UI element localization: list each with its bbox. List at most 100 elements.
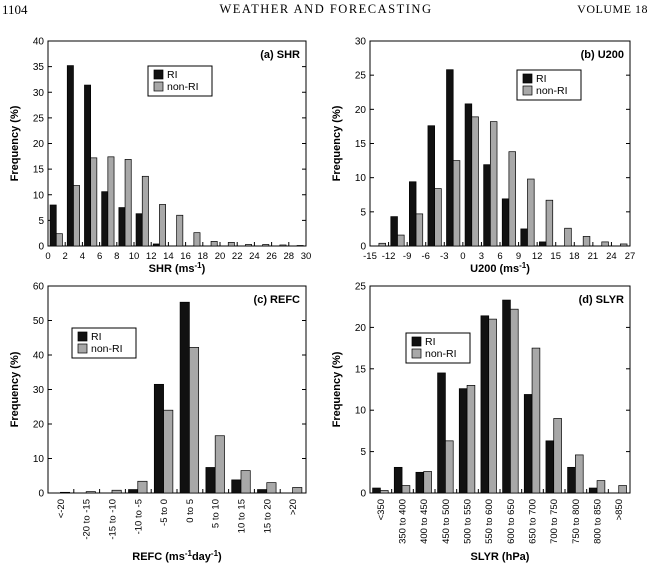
bar-non-ri [193, 232, 201, 247]
bar-non-ri [107, 156, 115, 247]
bar-non-ri [378, 242, 386, 247]
bar-ri [415, 471, 425, 494]
y-tick-label: 15 [355, 139, 367, 150]
bar-non-ri [60, 491, 71, 494]
x-tick-label: 650 to 700 [528, 499, 539, 544]
x-tick-label: 4 [80, 251, 85, 262]
bar-ri [545, 440, 555, 494]
bar-non-ri [445, 440, 454, 494]
legend-label: non-RI [536, 85, 568, 97]
bar-non-ri [214, 435, 225, 494]
bar-ri [427, 125, 435, 247]
panel-label: (a) SHR [260, 49, 300, 61]
bar-ri [523, 394, 533, 494]
legend-label: RI [425, 336, 436, 348]
y-tick-label: 60 [33, 282, 45, 293]
x-tick-label: 15 to 20 [262, 499, 273, 533]
x-tick-label: <350 [376, 499, 387, 520]
bar-ri [84, 84, 92, 247]
page-number: 1104 [2, 2, 28, 17]
bar-non-ri [545, 199, 554, 247]
bar-non-ri [90, 157, 98, 247]
x-tick-label: 20 [215, 251, 226, 262]
x-tick-label: 400 to 450 [419, 499, 430, 544]
x-tick-label: -15 [363, 251, 377, 262]
bar-non-ri [508, 151, 516, 247]
x-tick-label: -15 to -10 [108, 499, 119, 540]
bar-ri [409, 181, 417, 247]
x-tick-label: 18 [569, 251, 580, 262]
bar-non-ri [176, 214, 184, 247]
chart-panel-b: 0 5 10 15 20 25 30 -15 -12 -9 -6 -3 0 3 6 9 12 15 18 21 24 27… [331, 37, 635, 276]
y-tick-label: 40 [33, 37, 45, 48]
bar-non-ri [466, 385, 476, 494]
y-axis-label: Frequency (%) [9, 105, 21, 181]
legend-label: non-RI [425, 348, 457, 360]
y-tick-label: 35 [33, 62, 45, 73]
bar-ri [539, 241, 547, 247]
plot-frame [369, 285, 631, 494]
bar-ri [520, 228, 528, 247]
legend-swatch-non-ri [411, 348, 422, 359]
x-tick-label: 30 [301, 251, 312, 262]
y-tick-label: 25 [355, 282, 367, 293]
x-tick-label: 24 [249, 251, 260, 262]
panel-label: (c) REFC [254, 294, 301, 306]
x-tick-label: <-20 [56, 499, 67, 518]
x-tick-label: -6 [421, 251, 429, 262]
bar-non-ri [601, 241, 609, 247]
y-tick-label: 15 [355, 364, 367, 375]
bar-ri [483, 164, 491, 247]
y-tick-label: 40 [33, 351, 45, 362]
y-tick-label: 30 [33, 88, 45, 99]
x-tick-label: 14 [163, 251, 174, 262]
bar-non-ri [471, 116, 479, 247]
x-tick-label: 10 [129, 251, 140, 262]
legend-label: RI [536, 73, 547, 85]
x-tick-label: 21 [588, 251, 599, 262]
y-tick-label: 20 [33, 420, 45, 431]
x-tick-label: 5 to 10 [211, 499, 222, 528]
y-tick-label: 30 [33, 385, 45, 396]
bar-ri [118, 207, 126, 247]
y-axis-label: Frequency (%) [9, 351, 21, 427]
y-tick-label: 5 [360, 447, 366, 458]
bar-non-ri [527, 178, 535, 247]
legend-swatch-ri [77, 331, 88, 342]
x-tick-label: >850 [614, 499, 625, 520]
bar-non-ri [488, 318, 497, 494]
bar-ri [152, 243, 160, 247]
bar-non-ri [401, 485, 411, 494]
bar-non-ri [434, 188, 442, 247]
bar-non-ri [596, 480, 606, 494]
x-tick-label: 700 to 750 [549, 499, 560, 544]
bar-non-ri [292, 487, 303, 494]
bar-non-ri [163, 409, 174, 494]
bar-ri [446, 69, 454, 247]
legend-swatch-ri [522, 73, 533, 84]
bar-non-ri [415, 213, 424, 247]
plot-frame [369, 40, 631, 247]
y-tick-label: 0 [38, 489, 44, 500]
bar-ri [567, 466, 576, 494]
x-axis-label: SHR (ms-1) [149, 261, 206, 275]
y-axis-label: Frequency (%) [331, 105, 343, 181]
x-tick-label: 8 [114, 251, 119, 262]
x-tick-label: -5 to 0 [159, 499, 170, 526]
x-tick-label: -20 to -15 [82, 499, 93, 540]
legend-swatch-ri [411, 336, 422, 347]
x-tick-label: 6 [497, 251, 502, 262]
legend-label: non-RI [91, 343, 123, 355]
x-tick-label: 350 to 400 [398, 499, 409, 544]
x-tick-label: 26 [266, 251, 277, 262]
y-tick-label: 5 [38, 216, 44, 227]
x-tick-label: 500 to 550 [463, 499, 474, 544]
y-tick-label: 10 [355, 173, 367, 184]
x-tick-label: 10 to 15 [237, 499, 248, 533]
bar-non-ri [210, 241, 218, 247]
y-tick-label: 20 [355, 323, 367, 334]
